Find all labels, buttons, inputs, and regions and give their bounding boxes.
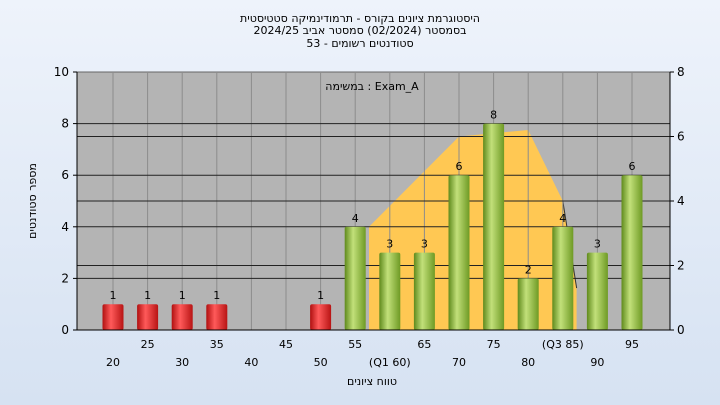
x-tick-label-95: 95 — [625, 338, 639, 351]
x-tick-label-25: 25 — [141, 338, 155, 351]
x-axis-label: טווח ציונים — [347, 375, 397, 388]
data-label-25: 1 — [144, 289, 151, 302]
chart-subtitle: בסמסטר (02/2024) סמסטר אביב 2024/25 — [253, 24, 467, 37]
bar-50 — [310, 304, 332, 330]
x-tick-label-50: 50 — [314, 356, 328, 369]
x-tick-label-85: (Q3 85) — [542, 338, 584, 351]
y-tick-label: 8 — [61, 117, 69, 131]
bar-60 — [379, 252, 401, 330]
y2-tick-label: 4 — [677, 194, 685, 208]
chart-annotation: במשימה : Exam_A — [325, 80, 419, 93]
data-label-55: 4 — [352, 212, 359, 225]
y-axis-label: מספר סטודנטים — [26, 163, 39, 239]
x-tick-label-35: 35 — [210, 338, 224, 351]
data-label-95: 6 — [629, 160, 636, 173]
data-label-90: 3 — [594, 238, 601, 251]
y2-tick-label: 0 — [677, 323, 685, 337]
data-label-70: 6 — [456, 160, 463, 173]
data-label-75: 8 — [490, 109, 497, 122]
data-label-65: 3 — [421, 238, 428, 251]
x-tick-label-90: 90 — [590, 356, 604, 369]
data-label-60: 3 — [386, 238, 393, 251]
y2-tick-label: 6 — [677, 130, 685, 144]
y-tick-label: 4 — [61, 220, 69, 234]
x-tick-label-65: 65 — [417, 338, 431, 351]
data-label-85: 4 — [559, 212, 566, 225]
y-tick-label: 0 — [61, 323, 69, 337]
bar-20 — [102, 304, 124, 330]
bar-55 — [344, 226, 366, 330]
x-tick-label-75: 75 — [487, 338, 501, 351]
x-tick-label-30: 30 — [175, 356, 189, 369]
data-label-30: 1 — [179, 289, 186, 302]
bar-30 — [171, 304, 193, 330]
y-tick-label: 2 — [61, 271, 69, 285]
x-tick-label-40: 40 — [244, 356, 258, 369]
bar-85 — [552, 226, 574, 330]
x-tick-label-20: 20 — [106, 356, 120, 369]
bar-95 — [621, 175, 643, 330]
bar-80 — [517, 278, 539, 330]
bar-25 — [137, 304, 159, 330]
x-tick-label-60: (Q1 60) — [369, 356, 411, 369]
data-label-20: 1 — [110, 289, 117, 302]
chart-title: היסטוגרמת ציונים בקורס - תרמודינמיקה סטט… — [240, 12, 480, 25]
bar-90 — [586, 252, 608, 330]
x-tick-label-45: 45 — [279, 338, 293, 351]
x-tick-label-70: 70 — [452, 356, 466, 369]
chart-subtitle-enrolled: סטודנטים רשומים - 53 — [306, 37, 414, 50]
y2-tick-label: 8 — [677, 65, 685, 79]
x-tick-label-80: 80 — [521, 356, 535, 369]
bar-70 — [448, 175, 470, 330]
data-label-80: 2 — [525, 263, 532, 276]
data-label-35: 1 — [213, 289, 220, 302]
y-tick-label: 6 — [61, 168, 69, 182]
bar-65 — [413, 252, 435, 330]
bar-35 — [206, 304, 228, 330]
data-label-50: 1 — [317, 289, 324, 302]
y2-tick-label: 2 — [677, 259, 685, 273]
bar-75 — [483, 123, 505, 330]
x-tick-label-55: 55 — [348, 338, 362, 351]
y-tick-label: 10 — [54, 65, 69, 79]
